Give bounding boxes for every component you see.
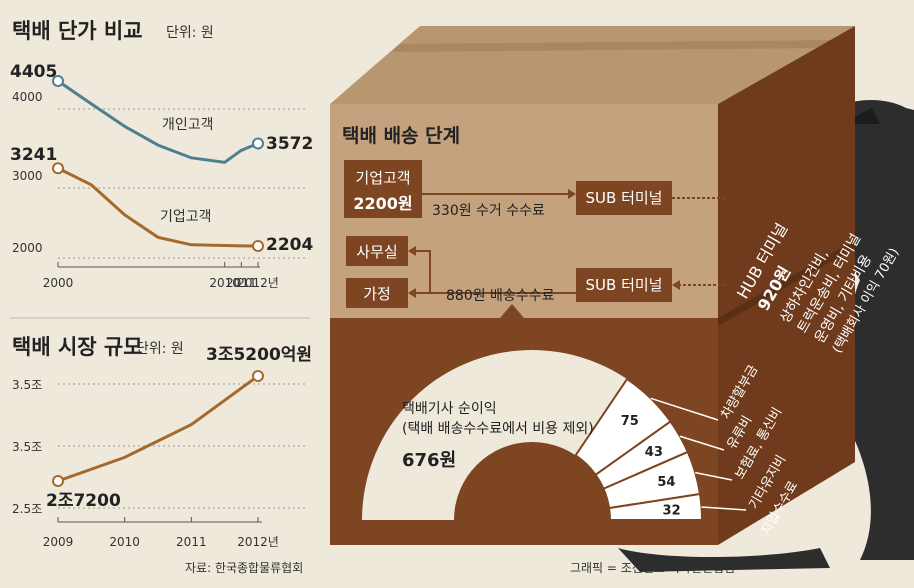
home-box [346, 278, 408, 308]
office-label: 사무실 [356, 243, 397, 261]
price-y-tick: 4000 [12, 90, 43, 104]
market-chart: 택배 시장 규모 단위: 원 3.5조 3.5조 2.5조 2009 2010 2011… [12, 335, 312, 549]
box-side-tape [718, 240, 855, 326]
price-label-2204: 2204 [266, 235, 313, 255]
flow-title: 택배 배송 단계 [342, 125, 460, 147]
price-x-tick: 2012년 [237, 276, 279, 290]
source-note: 자료: 한국종합물류협회 [185, 561, 303, 575]
price-series-line-1 [57, 166, 259, 248]
box-top-seam [392, 40, 842, 52]
price-x-tick: 2000 [43, 276, 74, 290]
market-label-end: 3조5200억원 [206, 345, 312, 365]
cost-slice-leader [650, 397, 719, 421]
income-center-subtitle: (택배 배송수수료에서 비용 제외) [402, 421, 594, 437]
driver-income-chart: 75 43 54 32 택배기사 순이익 (택배 배송수수료에서 비용 제외) 676… [362, 350, 704, 521]
price-x-tick: 2011 [226, 276, 257, 290]
price-series-point [52, 75, 64, 87]
market-chart-title: 택배 시장 규모 [12, 335, 143, 359]
sub-terminal-bottom-label: SUB 터미널 [586, 276, 663, 294]
cost-slice-value: 75 [621, 414, 639, 429]
price-label-3241: 3241 [10, 145, 57, 165]
home-label: 가정 [363, 285, 391, 303]
price-label-3572: 3572 [266, 134, 313, 154]
corporate-customer-label: 기업고객 [355, 169, 410, 187]
sub-terminal-top-label: SUB 터미널 [586, 189, 663, 207]
delivery-fee-label: 880원 배송수수료 [446, 288, 555, 304]
delivery-arrow [416, 250, 576, 294]
price-label-4405: 4405 [10, 62, 57, 82]
box-front-notch [500, 304, 524, 318]
price-series-point [252, 240, 264, 252]
price-y-tick: 3000 [12, 169, 43, 183]
price-chart-title: 택배 단가 비교 [12, 19, 143, 43]
market-y-tick: 3.5조 [12, 378, 42, 392]
market-x-tick: 2009 [43, 535, 74, 549]
price-y-tick: 2000 [12, 241, 43, 255]
delivery-arrowhead-home [408, 288, 416, 298]
cost-slice-value: 32 [663, 503, 681, 518]
price-series-line-0 [57, 79, 259, 164]
price-series-point [52, 162, 64, 175]
cost-slice-value: 54 [657, 475, 675, 490]
price-series-point [252, 137, 264, 150]
corporate-customer-box [344, 160, 422, 218]
market-series-line [57, 374, 259, 483]
pickup-fee-label: 330원 수거 수수료 [432, 203, 545, 219]
market-y-tick: 2.5조 [12, 502, 42, 516]
pickup-arrowhead [568, 189, 576, 199]
market-y-tick: 3.5조 [12, 440, 42, 454]
market-x-tick: 2011 [176, 535, 207, 549]
cost-slice-leader [701, 506, 747, 511]
cost-slice-3 [607, 492, 704, 521]
market-series-point [52, 475, 64, 487]
market-x-tick: 2012년 [237, 535, 279, 549]
income-center-value: 676원 [402, 450, 456, 471]
delivery-arrowhead-office [408, 246, 416, 256]
income-center-title: 택배기사 순이익 [402, 401, 497, 417]
series-label-individual: 개인고객 [162, 117, 214, 133]
corporate-customer-price: 2200원 [353, 194, 412, 213]
delivery-flow: 택배 배송 단계 기업고객 2200원 330원 수거 수수료 SUB 터미널 … [342, 125, 726, 308]
cost-slice-value: 43 [645, 445, 663, 460]
market-label-start: 2조7200 [46, 491, 121, 511]
price-chart: 택배 단가 비교 단위: 원 4000 3000 2000 2000 20102011… [10, 19, 313, 290]
market-series-point [252, 370, 264, 382]
price-chart-unit: 단위: 원 [166, 25, 214, 41]
cost-slice-leader [695, 471, 733, 481]
series-label-corporate: 기업고객 [160, 209, 212, 225]
market-x-tick: 2010 [109, 535, 140, 549]
cost-slice-leader [679, 435, 725, 451]
market-chart-unit: 단위: 원 [136, 341, 184, 357]
sub-terminal-top-box [576, 181, 672, 215]
from-hub-arrowhead [672, 280, 680, 290]
price-x-tick: 2010 [209, 276, 240, 290]
sub-terminal-bottom-box [576, 268, 672, 302]
office-box [346, 236, 408, 266]
